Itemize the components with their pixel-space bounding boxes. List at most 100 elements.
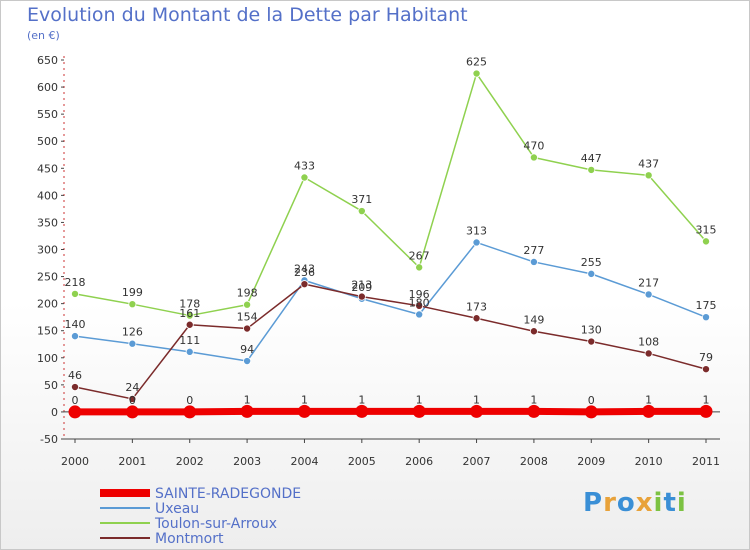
- logo-letter: t: [663, 488, 677, 518]
- series-point: [644, 290, 653, 299]
- x-tick-label: 2011: [692, 455, 720, 468]
- series-point: [587, 269, 596, 278]
- series-point: [185, 347, 194, 356]
- data-label: 0: [588, 394, 595, 407]
- y-tick-label: 150: [37, 325, 58, 338]
- series-point: [128, 300, 137, 309]
- logo-letter: r: [603, 488, 617, 518]
- unit-label: (en €): [27, 29, 60, 42]
- series-point: [300, 173, 309, 182]
- data-label: 0: [129, 394, 136, 407]
- data-label: 94: [240, 343, 254, 356]
- data-label: 1: [645, 393, 652, 406]
- data-label: 198: [237, 287, 258, 300]
- series-point: [415, 310, 424, 319]
- x-tick-label: 2005: [348, 455, 376, 468]
- data-label: 79: [699, 351, 713, 364]
- data-label: 437: [638, 157, 659, 170]
- data-label: 217: [638, 276, 659, 289]
- series-point: [472, 69, 481, 78]
- y-tick-label: 400: [37, 189, 58, 202]
- series-point: [644, 171, 653, 180]
- data-label: 180: [409, 296, 430, 309]
- data-label: 154: [237, 311, 258, 324]
- series-line-toulon-sur-arroux: [74, 72, 707, 317]
- data-label: 111: [179, 334, 200, 347]
- y-tick-label: 550: [37, 108, 58, 121]
- x-tick-label: 2004: [290, 455, 318, 468]
- series-point: [529, 327, 538, 336]
- y-tick-label: 0: [51, 406, 58, 419]
- series-point: [128, 339, 137, 348]
- series-line-sainte-radegonde: [75, 407, 706, 416]
- data-label: 199: [122, 286, 143, 299]
- data-label: 447: [581, 152, 602, 165]
- y-tick-label: 600: [37, 81, 58, 94]
- series-point: [472, 238, 481, 247]
- data-label: 126: [122, 326, 143, 339]
- series-point: [415, 263, 424, 272]
- data-label: 1: [244, 393, 251, 406]
- data-label: 371: [351, 193, 372, 206]
- x-tick-label: 2001: [118, 455, 146, 468]
- data-label: 0: [186, 394, 193, 407]
- series-point: [529, 153, 538, 162]
- legend-label: SAINTE-RADEGONDE: [155, 486, 301, 502]
- chart-title: Evolution du Montant de la Dette par Hab…: [27, 4, 468, 26]
- data-label: 108: [638, 335, 659, 348]
- series-point: [702, 313, 711, 322]
- y-tick-label: 100: [37, 352, 58, 365]
- data-label: 267: [409, 249, 430, 262]
- logo-letter: o: [616, 488, 636, 518]
- series-layer: [68, 69, 713, 419]
- series-point: [125, 405, 139, 419]
- data-label: 196: [409, 288, 430, 301]
- series-point: [297, 404, 311, 418]
- data-label: 178: [179, 298, 200, 311]
- series-point: [71, 383, 80, 392]
- series-point: [642, 404, 656, 418]
- logo-letter: i: [653, 488, 664, 518]
- data-label: 1: [416, 393, 423, 406]
- proxiti-logo: Proxiti: [583, 488, 687, 518]
- series-point: [183, 405, 197, 419]
- data-label: 46: [68, 369, 82, 382]
- series-point: [529, 257, 538, 266]
- data-label: 1: [473, 393, 480, 406]
- data-label: 255: [581, 256, 602, 269]
- series-point: [185, 311, 194, 320]
- series-point: [357, 207, 366, 216]
- data-label: 209: [351, 281, 372, 294]
- x-tick-label: 2003: [233, 455, 261, 468]
- data-label: 24: [125, 381, 139, 394]
- y-tick-label: 50: [44, 379, 58, 392]
- series-point: [699, 404, 713, 418]
- series-point: [472, 314, 481, 323]
- y-tick-label: 200: [37, 298, 58, 311]
- data-label: 315: [696, 223, 717, 236]
- data-label: 0: [72, 394, 79, 407]
- data-label: 161: [179, 307, 200, 320]
- x-tick-label: 2010: [635, 455, 663, 468]
- series-point: [702, 365, 711, 374]
- data-label: 173: [466, 300, 487, 313]
- series-point: [185, 320, 194, 329]
- x-tick-label: 2006: [405, 455, 433, 468]
- x-tick-label: 2008: [520, 455, 548, 468]
- y-tick-label: 450: [37, 162, 58, 175]
- data-label: 1: [301, 393, 308, 406]
- logo-letter: i: [676, 488, 687, 518]
- series-point: [71, 289, 80, 298]
- y-tick-label: 500: [37, 135, 58, 148]
- legend-label: Toulon-sur-Arroux: [154, 516, 277, 532]
- y-tick-label: 250: [37, 271, 58, 284]
- series-point: [702, 237, 711, 246]
- data-label: 243: [294, 262, 315, 275]
- x-tick-label: 2009: [577, 455, 605, 468]
- series-point: [587, 165, 596, 174]
- series-point: [357, 292, 366, 301]
- data-label: 175: [696, 299, 717, 312]
- series-point: [415, 301, 424, 310]
- data-label: 140: [65, 318, 86, 331]
